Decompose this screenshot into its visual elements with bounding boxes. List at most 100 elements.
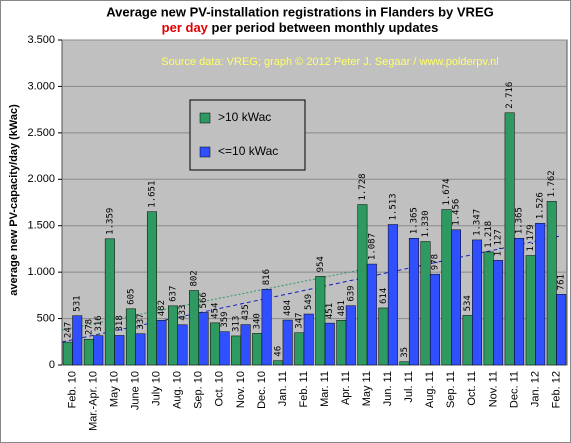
y-tick-label: 3.500 <box>27 34 55 46</box>
bar <box>357 204 368 366</box>
value-label: 1.359 <box>105 208 115 235</box>
bar <box>451 229 461 366</box>
legend-swatch <box>199 112 211 124</box>
bar <box>294 332 305 366</box>
y-tick-label: 2.500 <box>27 127 55 139</box>
x-tick-label: Sep. 10 <box>193 371 205 409</box>
value-label: 481 <box>337 300 347 316</box>
value-label: 1.513 <box>388 193 398 220</box>
value-label: 1.218 <box>484 221 494 248</box>
value-label: 614 <box>379 288 389 304</box>
value-label: 316 <box>94 315 104 331</box>
bar <box>420 241 431 366</box>
x-tick-label: Aug. 10 <box>172 371 184 409</box>
value-label: 1.087 <box>367 233 377 260</box>
bar <box>104 238 115 366</box>
x-tick-label: Jan. 12 <box>529 371 541 407</box>
x-tick-label: Nov. 11 <box>487 371 499 407</box>
bar <box>399 361 410 366</box>
value-label: 337 <box>136 313 146 329</box>
value-label: 1.762 <box>547 170 557 197</box>
bar <box>252 333 263 366</box>
bar <box>282 319 293 366</box>
bar <box>345 305 356 366</box>
legend-box <box>189 99 306 171</box>
value-label: 534 <box>463 295 473 311</box>
value-label: 454 <box>211 303 221 319</box>
value-label: 954 <box>316 256 326 272</box>
x-tick-label: May 10 <box>109 371 121 407</box>
value-label: 318 <box>115 315 125 331</box>
value-label: 761 <box>557 274 567 290</box>
value-label: 247 <box>63 322 73 338</box>
x-tick-label: Feb. 10 <box>66 371 78 408</box>
trend-line <box>61 235 561 343</box>
bar <box>156 319 167 366</box>
bar <box>168 305 178 366</box>
x-tick-label: Sep. 11 <box>445 371 457 408</box>
legend: >10 kWac <=10 kWac <box>189 99 306 171</box>
bar <box>336 320 347 366</box>
value-label: 549 <box>304 294 314 310</box>
bar <box>504 112 515 366</box>
x-tick-label: Feb. 11 <box>298 371 310 408</box>
x-tick-label: June 10 <box>130 371 142 410</box>
bar <box>429 273 440 366</box>
bar <box>462 315 473 366</box>
value-label: 340 <box>253 313 263 329</box>
bar <box>556 294 567 366</box>
value-label: 1.330 <box>421 210 431 237</box>
y-tick-label: 0 <box>49 359 55 371</box>
value-label: 1.365 <box>409 207 419 234</box>
value-label: 451 <box>325 303 335 319</box>
value-label: 816 <box>262 269 272 285</box>
bar <box>72 315 83 366</box>
source-note: Source data: VREG; graph © 2012 Peter J.… <box>161 56 498 68</box>
plot-area <box>61 39 568 366</box>
bar <box>472 239 483 366</box>
bar <box>219 331 230 366</box>
x-tick-label: Feb. 12 <box>550 371 562 408</box>
bar <box>387 224 398 366</box>
bar <box>146 211 157 366</box>
value-label: 484 <box>283 300 293 316</box>
value-label: 2.716 <box>505 82 515 109</box>
y-tick-label: 3.000 <box>27 80 55 92</box>
value-label: 1.456 <box>452 199 462 226</box>
value-label: 802 <box>190 270 200 286</box>
x-tick-label: July 10 <box>151 371 163 406</box>
bar <box>273 360 284 366</box>
subtitle-highlight: per day <box>162 20 209 35</box>
bar <box>240 324 251 366</box>
value-label: 1.651 <box>147 181 157 208</box>
value-label: 605 <box>126 289 136 305</box>
bar <box>366 263 377 366</box>
x-tick-label: Oct. 11 <box>466 371 478 406</box>
bar <box>535 223 546 366</box>
x-tick-label: Aug. 11 <box>424 371 436 408</box>
bar <box>198 312 209 366</box>
value-label: 1.347 <box>473 209 483 236</box>
bar <box>483 251 494 366</box>
y-tick-label: 1.500 <box>27 220 55 232</box>
bar <box>210 322 221 366</box>
x-tick-label: Oct. 10 <box>214 371 226 406</box>
x-tick-label: May 11 <box>361 371 373 406</box>
bar <box>303 313 314 366</box>
x-tick-label: Jan. 11 <box>277 371 289 406</box>
legend-swatch <box>199 146 211 158</box>
x-tick-label: Nov. 10 <box>235 371 247 408</box>
value-label: 1.179 <box>526 224 536 251</box>
bar <box>189 290 200 366</box>
bar <box>93 335 104 366</box>
value-label: 359 <box>220 311 230 327</box>
x-tick-label: Mar.-Apr. 10 <box>87 371 99 431</box>
value-label: 978 <box>430 254 440 270</box>
x-tick-label: Apr. 11 <box>340 371 352 405</box>
bar <box>525 255 536 366</box>
chart-subtitle: per day per period between monthly updat… <box>162 20 439 35</box>
bar <box>83 338 94 366</box>
bar <box>441 209 452 366</box>
y-tick-label: 2.000 <box>27 173 55 185</box>
